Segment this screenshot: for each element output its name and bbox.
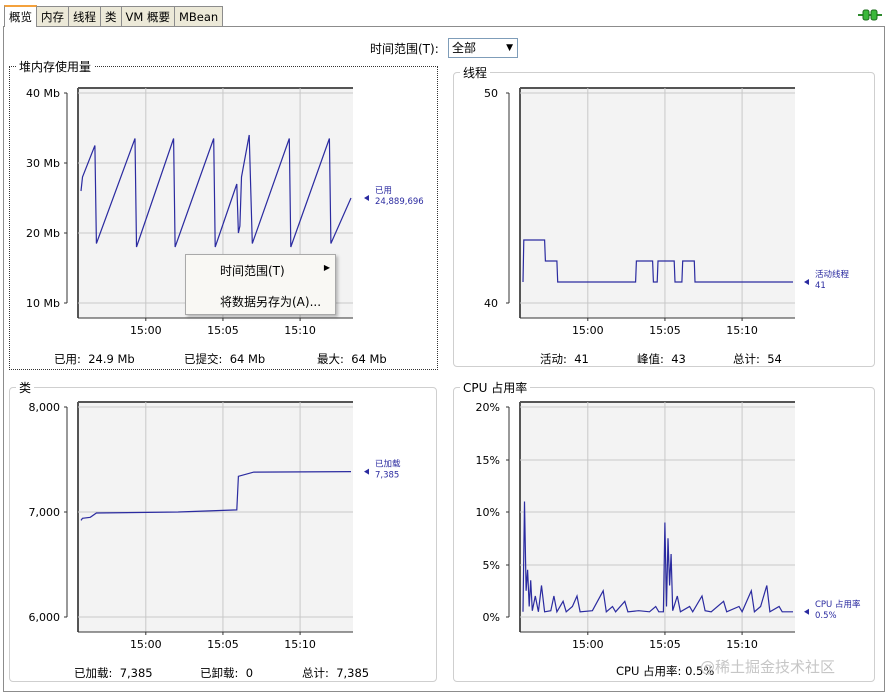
- y-tick-label: 40: [484, 297, 498, 310]
- threads-stat-peak: 峰值: 43: [637, 351, 686, 367]
- x-tick-label: 15:05: [649, 324, 681, 337]
- series-line: [80, 471, 352, 521]
- heap-stat-max: 最大: 64 Mb: [317, 351, 387, 367]
- heap-stat-committed: 已提交: 64 Mb: [184, 351, 265, 367]
- legend-marker: [364, 468, 369, 475]
- legend-series-name: 已用: [375, 186, 392, 196]
- y-tick-label: 30 Mb: [26, 157, 60, 170]
- legend-series-name: 已加载: [375, 459, 401, 470]
- stat-label: 活动:: [540, 352, 567, 366]
- cpu-stat-usage: CPU 占用率: 0.5%: [616, 663, 714, 679]
- stat-label: 已用:: [54, 352, 81, 366]
- legend-series-value: 0.5%: [815, 611, 837, 621]
- watermark: @稀土掘金技术社区: [700, 658, 836, 676]
- y-tick-label: 0%: [483, 611, 500, 624]
- stat-value: 54: [767, 352, 782, 366]
- stat-label: 已提交:: [184, 352, 223, 366]
- threads-stat-live: 活动: 41: [540, 351, 589, 367]
- time-range-label: 时间范围(T):: [370, 42, 439, 56]
- plot-background: [520, 402, 795, 632]
- tab-mbean[interactable]: MBean: [173, 6, 224, 27]
- chart-context-menu: 时间范围(T) ▶ 将数据另存为(A)...: [185, 254, 336, 315]
- y-tick-label: 20%: [476, 401, 500, 414]
- x-tick-label: 15:00: [572, 638, 604, 651]
- tab-threads[interactable]: 线程: [68, 6, 101, 27]
- tab-bar: 概览 内存 线程 类 VM 概要 MBean: [4, 5, 224, 27]
- x-tick-label: 15:00: [130, 324, 162, 337]
- y-tick-label: 7,000: [29, 506, 61, 519]
- stat-value: 0.5%: [685, 664, 715, 678]
- y-tick-label: 8,000: [29, 401, 61, 414]
- y-tick-label: 15%: [476, 454, 500, 467]
- chevron-down-icon: ▼: [506, 43, 513, 53]
- heap-panel-title: 堆内存使用量: [16, 58, 95, 75]
- legend-series-value: 41: [815, 281, 826, 291]
- stat-value: 7,385: [119, 666, 153, 680]
- stat-label: 已加载:: [74, 666, 113, 680]
- classes-stat-loaded: 已加载: 7,385: [74, 665, 153, 681]
- x-tick-label: 15:00: [572, 324, 604, 337]
- stat-value: 64 Mb: [229, 352, 266, 366]
- legend-series-name: CPU 占用率: [815, 599, 861, 610]
- legend-marker: [804, 279, 809, 285]
- stat-label: 峰值:: [637, 352, 664, 366]
- y-tick-label: 10 Mb: [26, 297, 60, 310]
- connection-status-icon[interactable]: [858, 8, 882, 22]
- x-tick-label: 15:05: [207, 638, 239, 651]
- submenu-arrow-icon: ▶: [323, 263, 330, 272]
- legend-series-value: 7,385: [375, 471, 399, 481]
- y-tick-label: 5%: [483, 559, 500, 572]
- legend-series-value: 24,889,696: [375, 197, 424, 207]
- legend-series-name: 活动线程: [815, 269, 850, 280]
- y-tick-label: 40 Mb: [26, 87, 60, 100]
- x-tick-label: 15:10: [284, 638, 316, 651]
- x-tick-label: 15:00: [130, 638, 162, 651]
- classes-stat-total: 总计: 7,385: [302, 665, 369, 681]
- tab-overview[interactable]: 概览: [4, 5, 37, 27]
- legend-marker: [804, 608, 809, 615]
- classes-stat-unloaded: 已卸载: 0: [200, 665, 253, 681]
- stat-label: CPU 占用率:: [616, 664, 682, 678]
- legend-marker: [364, 195, 369, 201]
- series-line: [522, 239, 793, 283]
- stat-value: 64 Mb: [351, 352, 387, 366]
- stat-value: 24.9 Mb: [88, 352, 135, 366]
- stat-label: 已卸载:: [200, 666, 239, 680]
- x-tick-label: 15:10: [284, 324, 316, 337]
- threads-panel-title: 线程: [460, 64, 491, 81]
- y-tick-label: 50: [484, 87, 498, 100]
- stat-value: 0: [245, 666, 254, 680]
- stat-label: 最大:: [317, 352, 344, 366]
- series-line: [522, 501, 793, 614]
- x-tick-label: 15:05: [207, 324, 239, 337]
- menu-item-save-data-as[interactable]: 将数据另存为(A)...: [220, 295, 322, 309]
- time-range-value: 全部: [452, 41, 477, 55]
- heap-stat-used: 已用: 24.9 Mb: [54, 351, 135, 367]
- stat-value: 41: [574, 352, 589, 366]
- stat-value: 7,385: [336, 666, 370, 680]
- classes-panel-title: 类: [16, 379, 35, 396]
- time-range-select[interactable]: 全部 ▼: [448, 38, 518, 58]
- x-tick-label: 15:10: [726, 638, 758, 651]
- stat-label: 总计:: [733, 352, 760, 366]
- stat-label: 总计:: [302, 666, 329, 680]
- threads-stat-total: 总计: 54: [733, 351, 782, 367]
- plot-background: [78, 402, 353, 632]
- x-tick-label: 15:10: [726, 324, 758, 337]
- menu-item-time-range[interactable]: 时间范围(T): [220, 264, 285, 278]
- y-tick-label: 20 Mb: [26, 227, 60, 240]
- x-tick-label: 15:05: [649, 638, 681, 651]
- series-line: [80, 134, 352, 248]
- stat-value: 43: [671, 352, 686, 366]
- y-tick-label: 6,000: [29, 611, 61, 624]
- y-tick-label: 10%: [476, 506, 500, 519]
- cpu-panel-title: CPU 占用率: [460, 379, 531, 396]
